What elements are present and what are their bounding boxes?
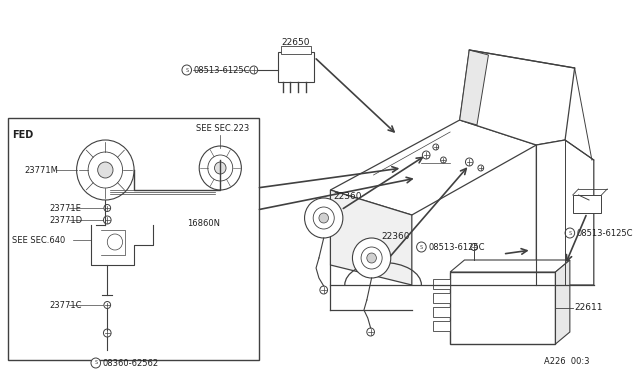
- Circle shape: [319, 213, 328, 223]
- Bar: [573, 195, 602, 213]
- Circle shape: [471, 244, 477, 250]
- Text: 16860N: 16860N: [187, 218, 220, 228]
- Text: S: S: [94, 360, 97, 366]
- Circle shape: [104, 216, 111, 224]
- Circle shape: [313, 207, 334, 229]
- Bar: [280, 46, 311, 54]
- Text: 08513-6125C: 08513-6125C: [193, 65, 250, 74]
- Polygon shape: [460, 50, 575, 145]
- Polygon shape: [330, 190, 412, 285]
- Circle shape: [320, 286, 328, 294]
- Circle shape: [208, 155, 233, 181]
- Polygon shape: [536, 140, 594, 285]
- Text: 23771E: 23771E: [50, 203, 82, 212]
- Circle shape: [422, 151, 430, 159]
- Text: SEE SEC.640: SEE SEC.640: [12, 235, 66, 244]
- Circle shape: [367, 253, 376, 263]
- Text: FED: FED: [12, 130, 34, 140]
- Text: 23771D: 23771D: [50, 215, 83, 224]
- Circle shape: [478, 165, 484, 171]
- Circle shape: [108, 234, 123, 250]
- Circle shape: [440, 157, 446, 163]
- Circle shape: [88, 152, 123, 188]
- Text: 22360: 22360: [381, 231, 410, 241]
- Circle shape: [104, 301, 111, 308]
- Text: S: S: [568, 231, 572, 235]
- Circle shape: [214, 162, 226, 174]
- Circle shape: [433, 144, 438, 150]
- Bar: [278, 52, 314, 82]
- Text: S: S: [185, 67, 188, 73]
- Circle shape: [104, 329, 111, 337]
- Bar: [433, 321, 450, 331]
- Bar: [450, 272, 556, 344]
- Circle shape: [367, 328, 374, 336]
- Circle shape: [199, 146, 241, 190]
- Circle shape: [361, 247, 382, 269]
- Text: 22650: 22650: [282, 38, 310, 46]
- Text: SEE SEC.223: SEE SEC.223: [196, 124, 250, 132]
- Text: 08360-62562: 08360-62562: [102, 359, 159, 368]
- Bar: [433, 279, 450, 289]
- Bar: [433, 293, 450, 303]
- Circle shape: [182, 65, 191, 75]
- Circle shape: [104, 205, 111, 212]
- Bar: [8, 118, 259, 360]
- Text: 23771C: 23771C: [50, 301, 83, 310]
- Circle shape: [98, 162, 113, 178]
- Circle shape: [353, 238, 391, 278]
- Circle shape: [250, 66, 258, 74]
- Circle shape: [305, 198, 343, 238]
- Text: A226  00:3: A226 00:3: [543, 357, 589, 366]
- Text: 22360: 22360: [333, 192, 362, 201]
- Text: S: S: [420, 244, 423, 250]
- Polygon shape: [450, 260, 570, 272]
- Polygon shape: [556, 260, 570, 344]
- Polygon shape: [330, 120, 536, 215]
- Circle shape: [465, 158, 473, 166]
- Circle shape: [77, 140, 134, 200]
- Text: 08513-6125C: 08513-6125C: [428, 243, 484, 251]
- Polygon shape: [460, 50, 488, 125]
- Circle shape: [565, 228, 575, 238]
- Circle shape: [91, 358, 100, 368]
- Text: 22611: 22611: [575, 304, 603, 312]
- Bar: [433, 307, 450, 317]
- Text: 23771M: 23771M: [24, 166, 58, 174]
- Circle shape: [417, 242, 426, 252]
- Text: 08513-6125C: 08513-6125C: [577, 228, 633, 237]
